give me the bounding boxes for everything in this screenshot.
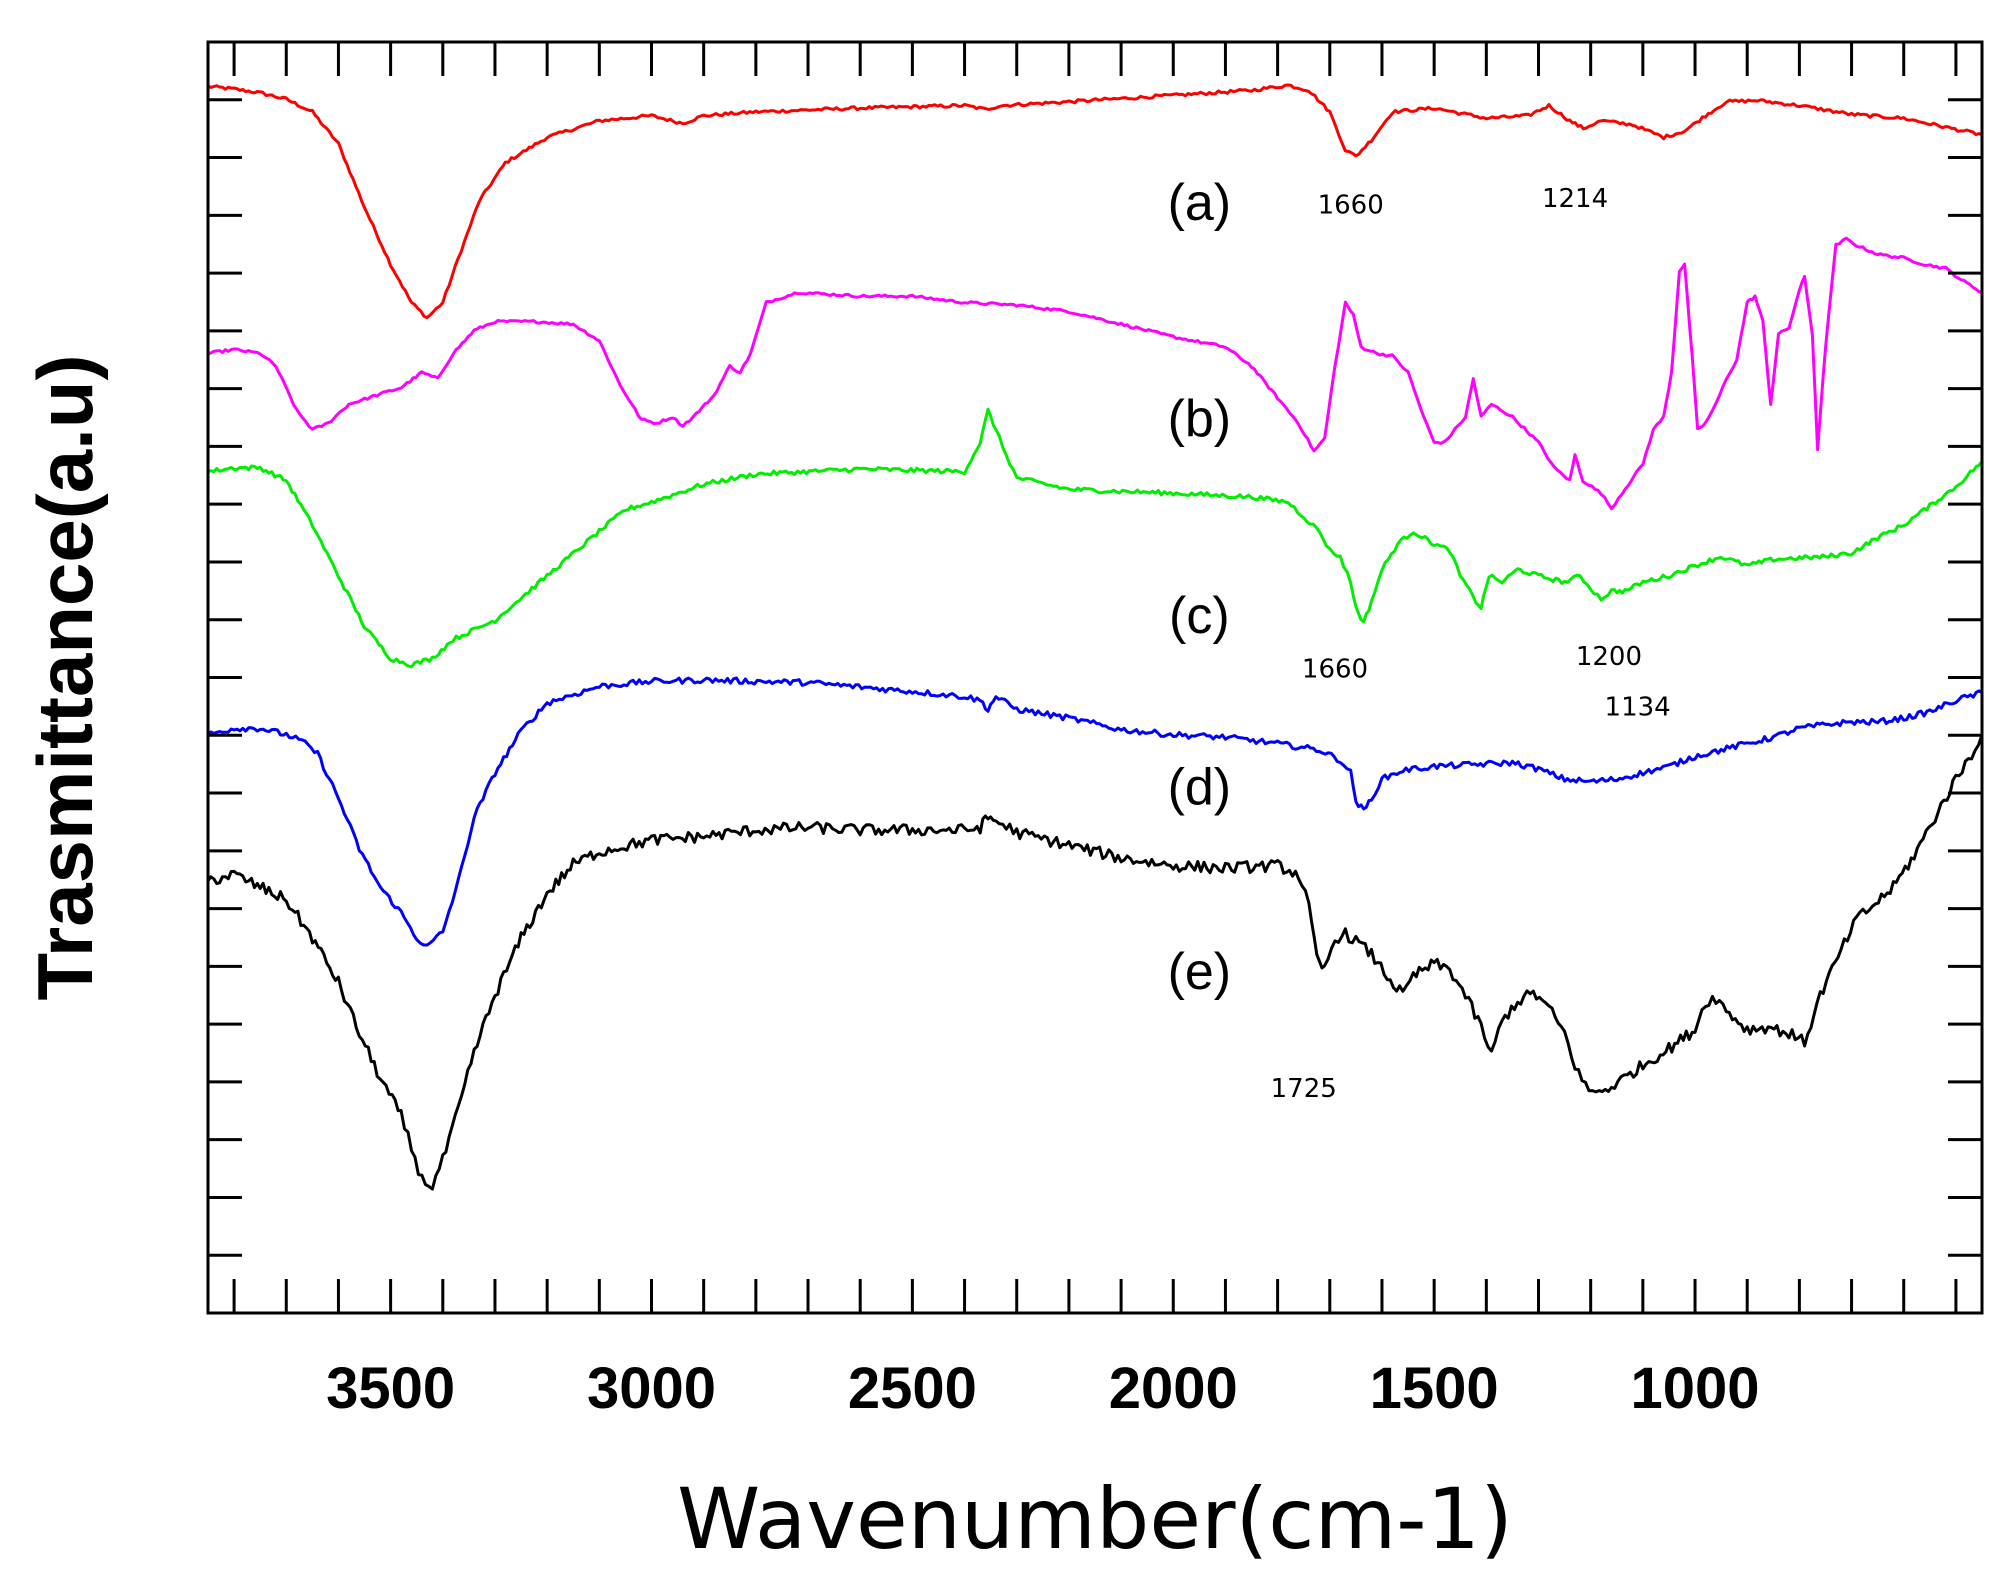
- peak-label: 1214: [1542, 184, 1608, 214]
- peak-label: 1134: [1605, 693, 1671, 723]
- series-line-d: [208, 676, 1982, 947]
- x-tick-label: 3000: [587, 1356, 716, 1421]
- x-tick-label: 1500: [1370, 1356, 1499, 1421]
- y-axis-title: Trasmittance(a.u): [21, 355, 109, 1001]
- x-tick-label: 1000: [1631, 1356, 1760, 1421]
- series-line-a: [208, 83, 1982, 320]
- peak-label: 1725: [1271, 1074, 1337, 1104]
- series-line-b: [208, 236, 1982, 511]
- peak-label: 1660: [1318, 191, 1384, 221]
- peak-label: 1200: [1576, 642, 1642, 672]
- annotation-layer: (a) (b) (c) (d) (e) 1660 1214 1660 1200 1134 1725: [1168, 174, 1671, 1104]
- x-tick-label: 2500: [848, 1356, 977, 1421]
- series-layer: [208, 83, 1982, 1191]
- series-label: (a): [1168, 174, 1232, 232]
- series-label: (e): [1168, 943, 1232, 1001]
- tick-layer: 3500 3000 2500 2000 1500 1000: [208, 42, 1982, 1421]
- series-line-e: [208, 734, 1982, 1191]
- x-tick-label: 2000: [1109, 1356, 1238, 1421]
- x-axis-title: Wavenumber(cm-1): [677, 1470, 1513, 1568]
- peak-label: 1660: [1302, 655, 1368, 685]
- x-tick-label: 3500: [326, 1356, 455, 1421]
- series-label: (d): [1168, 759, 1232, 817]
- series-line-c: [208, 407, 1982, 669]
- series-label: (c): [1169, 587, 1230, 645]
- series-label: (b): [1168, 390, 1232, 448]
- plot-frame: [206, 40, 1984, 1315]
